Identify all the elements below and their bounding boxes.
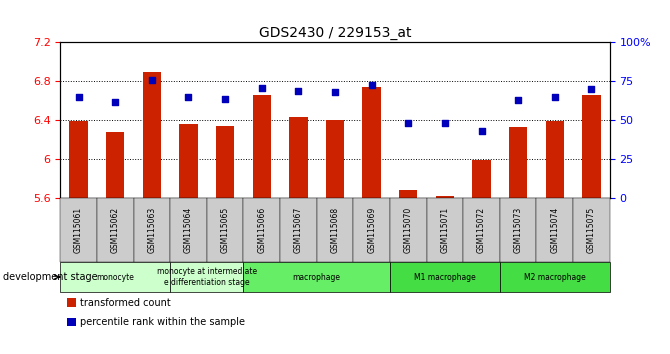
Text: GSM115062: GSM115062 xyxy=(111,207,120,253)
Bar xyxy=(326,120,344,198)
Bar xyxy=(399,190,417,198)
Point xyxy=(476,129,487,134)
Text: M1 macrophage: M1 macrophage xyxy=(414,273,476,281)
Text: GSM115064: GSM115064 xyxy=(184,207,193,253)
Point xyxy=(366,82,377,87)
Point xyxy=(183,94,194,100)
Bar xyxy=(253,95,271,198)
Text: development stage: development stage xyxy=(3,272,98,282)
Bar xyxy=(180,124,198,198)
Text: percentile rank within the sample: percentile rank within the sample xyxy=(80,317,245,327)
Bar xyxy=(509,127,527,198)
Text: GSM115070: GSM115070 xyxy=(404,207,413,253)
Text: GSM115066: GSM115066 xyxy=(257,207,266,253)
Point xyxy=(73,94,84,100)
Bar xyxy=(70,121,88,198)
Title: GDS2430 / 229153_at: GDS2430 / 229153_at xyxy=(259,26,411,40)
Text: GSM115068: GSM115068 xyxy=(330,207,340,253)
Bar xyxy=(289,118,308,198)
Text: monocyte at intermediate
e differentiation stage: monocyte at intermediate e differentiati… xyxy=(157,267,257,287)
Point xyxy=(330,90,340,95)
Text: GSM115074: GSM115074 xyxy=(550,207,559,253)
Point xyxy=(147,77,157,83)
Text: GSM115063: GSM115063 xyxy=(147,207,156,253)
Point xyxy=(110,99,121,104)
Text: GSM115069: GSM115069 xyxy=(367,207,376,253)
Bar xyxy=(545,121,564,198)
Bar xyxy=(143,72,161,198)
Text: macrophage: macrophage xyxy=(293,273,340,281)
Text: GSM115067: GSM115067 xyxy=(294,207,303,253)
Point xyxy=(586,86,597,92)
Text: GSM115065: GSM115065 xyxy=(220,207,230,253)
Point xyxy=(257,85,267,91)
Text: GSM115073: GSM115073 xyxy=(514,207,523,253)
Text: GSM115071: GSM115071 xyxy=(440,207,450,253)
Text: GSM115075: GSM115075 xyxy=(587,207,596,253)
Point xyxy=(549,94,560,100)
Bar xyxy=(472,160,490,198)
Point xyxy=(403,121,413,126)
Point xyxy=(440,121,450,126)
Text: transformed count: transformed count xyxy=(80,298,171,308)
Point xyxy=(293,88,304,93)
Bar xyxy=(582,95,600,198)
Bar xyxy=(216,126,234,198)
Point xyxy=(220,96,230,101)
Point xyxy=(513,97,523,103)
Text: GSM115061: GSM115061 xyxy=(74,207,83,253)
Text: GSM115072: GSM115072 xyxy=(477,207,486,253)
Bar xyxy=(362,87,381,198)
Text: monocyte: monocyte xyxy=(96,273,134,281)
Text: M2 macrophage: M2 macrophage xyxy=(524,273,586,281)
Bar xyxy=(436,196,454,198)
Bar xyxy=(106,132,125,198)
